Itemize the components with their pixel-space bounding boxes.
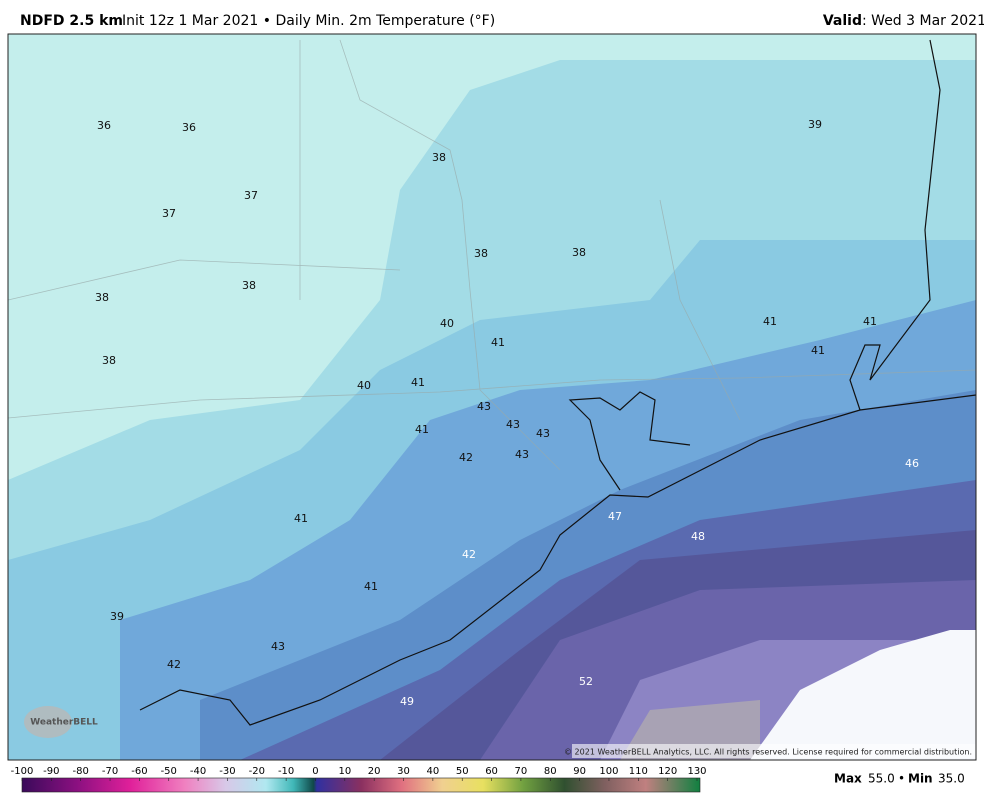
- colorbar-tick-label: 40: [427, 766, 440, 777]
- colorbar-tick-label: -100: [11, 766, 34, 777]
- colorbar-tick-label: -40: [190, 766, 206, 777]
- valid-label: Valid: [823, 13, 862, 29]
- copyright-bg: [572, 744, 976, 758]
- colorbar-tick-label: 0: [312, 766, 318, 777]
- temp-label: 38: [572, 246, 586, 259]
- temp-label: 47: [608, 510, 622, 523]
- temp-label: 43: [515, 448, 529, 461]
- colorbar: [21, 777, 701, 793]
- colorbar-tick-label: -90: [43, 766, 59, 777]
- map: WeatherBELL © 2021 WeatherBELL Analytics…: [8, 34, 976, 760]
- colorbar-tick-label: -30: [219, 766, 235, 777]
- min-label: Min: [908, 772, 933, 786]
- county-lines: [8, 39, 976, 471]
- no-data: [750, 630, 976, 760]
- temp-label: 43: [536, 427, 550, 440]
- valid-date: : Wed 3 Mar 2021: [862, 13, 984, 29]
- colorbar-tick-label: -70: [102, 766, 118, 777]
- colorbar-tick-label: 120: [658, 766, 677, 777]
- temp-label: 41: [491, 336, 505, 349]
- min-value: 35.0: [938, 772, 965, 786]
- temp-label: 41: [411, 376, 425, 389]
- colorbar-tick-label: 100: [599, 766, 618, 777]
- colorbar-tick-label: 90: [573, 766, 586, 777]
- max-label: Max: [834, 772, 862, 786]
- temp-label: 37: [244, 189, 258, 202]
- colorbar-tick-label: -10: [278, 766, 294, 777]
- temp-label: 41: [863, 315, 877, 328]
- temp-label: 39: [110, 610, 124, 623]
- temp-label: 48: [691, 530, 705, 543]
- temp-label: 42: [459, 451, 473, 464]
- colorbar-tick-label: 20: [368, 766, 381, 777]
- logo: WeatherBELL: [30, 718, 98, 728]
- coastline: [139, 39, 976, 726]
- temp-label: 36: [97, 119, 111, 132]
- temp-label: 41: [364, 580, 378, 593]
- description: Init 12z 1 Mar 2021 • Daily Min. 2m Temp…: [122, 13, 495, 29]
- temp-label: 41: [763, 315, 777, 328]
- temp-label: 38: [474, 247, 488, 260]
- colorbar-tick-label: 130: [687, 766, 706, 777]
- temp-label: 37: [162, 207, 176, 220]
- colorbar-tick-label: 10: [338, 766, 351, 777]
- colorbar-tick-label: 110: [629, 766, 648, 777]
- temp-label: 36: [182, 121, 196, 134]
- temp-label: 52: [579, 675, 593, 688]
- temp-label: 41: [415, 423, 429, 436]
- colorbar-tick-label: -20: [249, 766, 265, 777]
- temp-label: 38: [242, 279, 256, 292]
- colorbar-tick-label: 50: [456, 766, 469, 777]
- temp-label: 42: [462, 548, 476, 561]
- temp-label: 40: [440, 317, 454, 330]
- colorbar-tick-label: -60: [131, 766, 147, 777]
- temp-label: 42: [167, 658, 181, 671]
- colorbar-tick-label: 30: [397, 766, 410, 777]
- temp-label: 39: [808, 118, 822, 131]
- temp-label: 46: [905, 457, 919, 470]
- temp-label: 41: [294, 512, 308, 525]
- logo-globe: [24, 706, 72, 738]
- temp-label: 43: [506, 418, 520, 431]
- temp-label: 38: [102, 354, 116, 367]
- colorbar-tick-label: -50: [161, 766, 177, 777]
- separator: •: [898, 772, 905, 786]
- max-value: 55.0: [868, 772, 895, 786]
- temp-label: 43: [477, 400, 491, 413]
- temp-label: 40: [357, 379, 371, 392]
- temp-label: 38: [432, 151, 446, 164]
- colorbar-tick-label: 80: [544, 766, 557, 777]
- temp-label: 43: [271, 640, 285, 653]
- colorbar-tick-label: 70: [515, 766, 528, 777]
- model-name: NDFD 2.5 km: [20, 13, 123, 29]
- map-frame: [7, 33, 977, 761]
- temp-label: 49: [400, 695, 414, 708]
- temp-label: 38: [95, 291, 109, 304]
- temp-label: 41: [811, 344, 825, 357]
- colorbar-tick-label: 60: [485, 766, 498, 777]
- colorbar-tick-label: -80: [73, 766, 89, 777]
- copyright: © 2021 WeatherBELL Analytics, LLC. All r…: [564, 748, 972, 757]
